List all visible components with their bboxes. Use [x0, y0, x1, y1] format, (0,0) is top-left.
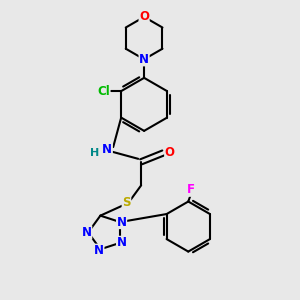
Text: O: O: [165, 146, 175, 159]
Text: N: N: [139, 53, 149, 66]
Text: S: S: [122, 196, 131, 209]
Text: N: N: [117, 236, 127, 249]
Text: N: N: [82, 226, 92, 239]
Text: H: H: [90, 148, 99, 158]
Text: N: N: [102, 143, 112, 157]
Text: N: N: [94, 244, 104, 257]
Text: Cl: Cl: [97, 85, 110, 98]
Text: F: F: [187, 183, 195, 196]
Text: O: O: [139, 11, 149, 23]
Text: N: N: [117, 216, 127, 229]
